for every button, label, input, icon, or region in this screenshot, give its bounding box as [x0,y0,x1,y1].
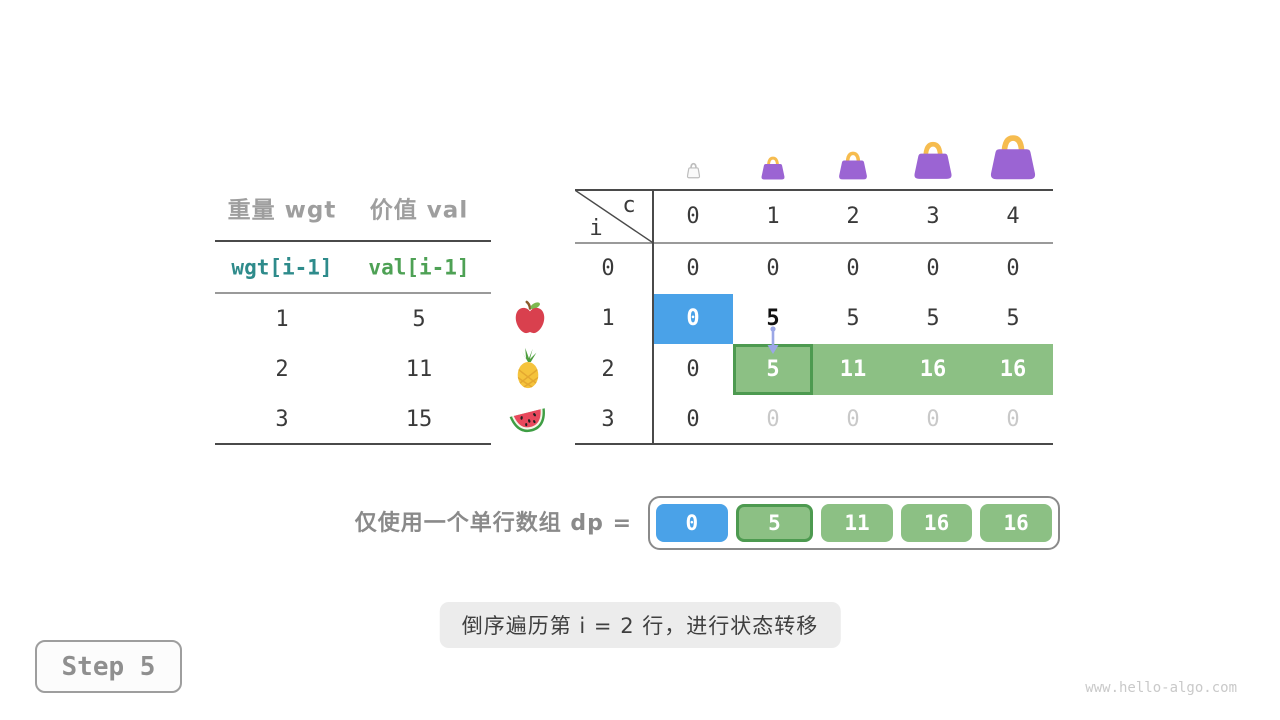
dp-cell-i2-c0: 0 [686,357,700,382]
state-transfer-arrow-icon [767,326,779,354]
items-table-rule-bottom [215,443,491,445]
bag-capacity-4-icon [990,135,1036,180]
corner-diagonal-line [575,190,653,243]
item-row-wgt: 1 [275,307,289,332]
dp-array-cell-0: 0 [656,504,728,542]
dp-cell-i0-c3: 0 [926,256,940,281]
dp-cell-i3-c2: 0 [846,407,860,432]
corner-label-i: i [589,216,603,241]
item-row-wgt: 2 [275,357,289,382]
dp-array-cell-3: 16 [900,504,973,542]
dp-cell-i1-c0: 0 [686,306,700,331]
dp-array-cell-1: 5 [735,504,814,542]
row-header: 2 [601,357,615,382]
item-row-val: 5 [412,307,426,332]
caption-text: 倒序遍历第 i = 2 行，进行状态转移 [439,602,841,648]
dp-cell-i2-c4: 16 [999,357,1027,382]
dp-array-cell-2: 11 [821,504,893,542]
bag-capacity-2-icon [839,151,867,180]
dp-array-cell-4: 16 [980,504,1052,542]
pineapple-icon [517,347,539,389]
bag-capacity-3-icon [914,141,952,179]
highlight-cell-blue [654,294,733,344]
items-header-weight: 重量 wgt [227,197,337,224]
col-header: 4 [1006,204,1020,229]
col-header: 3 [926,204,940,229]
bag-capacity-0-icon [686,162,701,179]
dp-cell-i1-c1: 5 [766,306,780,331]
items-table-rule-top [215,240,491,242]
step-badge: Step 5 [35,640,182,693]
item-row-val: 15 [405,407,433,432]
dp-cell-i3-c3: 0 [926,407,940,432]
bag-capacity-1-icon [761,156,785,180]
watermark: www.hello-algo.com [1085,680,1237,696]
row-header: 1 [601,306,615,331]
col-header: 2 [846,204,860,229]
items-subheader-value: val[i-1] [368,255,470,280]
item-row-wgt: 3 [275,407,289,432]
dp-cell-i2-c2: 11 [839,357,867,382]
dp-cell-i2-c3: 16 [919,357,947,382]
dp-table-rule-bottom [575,443,1053,445]
dp-array-label: 仅使用一个单行数组 dp = [354,511,632,536]
watermelon-icon [509,408,545,433]
dp-cell-i1-c4: 5 [1006,306,1020,331]
dp-cell-i1-c2: 5 [846,306,860,331]
dp-cell-i2-c1: 5 [766,357,780,382]
highlight-band-green [733,344,1053,395]
item-row-val: 11 [405,357,433,382]
col-header: 1 [766,204,780,229]
dp-cell-i3-c4: 0 [1006,407,1020,432]
row-header: 3 [601,407,615,432]
dp-cell-i0-c2: 0 [846,256,860,281]
col-header: 0 [686,204,700,229]
apple-icon [515,300,545,334]
corner-label-c: c [622,193,636,218]
items-subheader-weight: wgt[i-1] [231,255,333,280]
dp-table-rule-top [575,189,1053,191]
dp-cell-i0-c4: 0 [1006,256,1020,281]
dp-cell-i0-c0: 0 [686,256,700,281]
items-header-value: 价值 val [369,197,469,224]
dp-cell-i3-c0: 0 [686,407,700,432]
dp-table-rule-vertical [652,190,654,444]
dp-table-rule-header [575,242,1053,244]
dp-array: 0 5 11 16 16 [648,496,1060,550]
dp-cell-i3-c1: 0 [766,407,780,432]
items-table-rule-mid [215,292,491,294]
dp-cell-i0-c1: 0 [766,256,780,281]
dp-cell-i1-c3: 5 [926,306,940,331]
row-header: 0 [601,256,615,281]
